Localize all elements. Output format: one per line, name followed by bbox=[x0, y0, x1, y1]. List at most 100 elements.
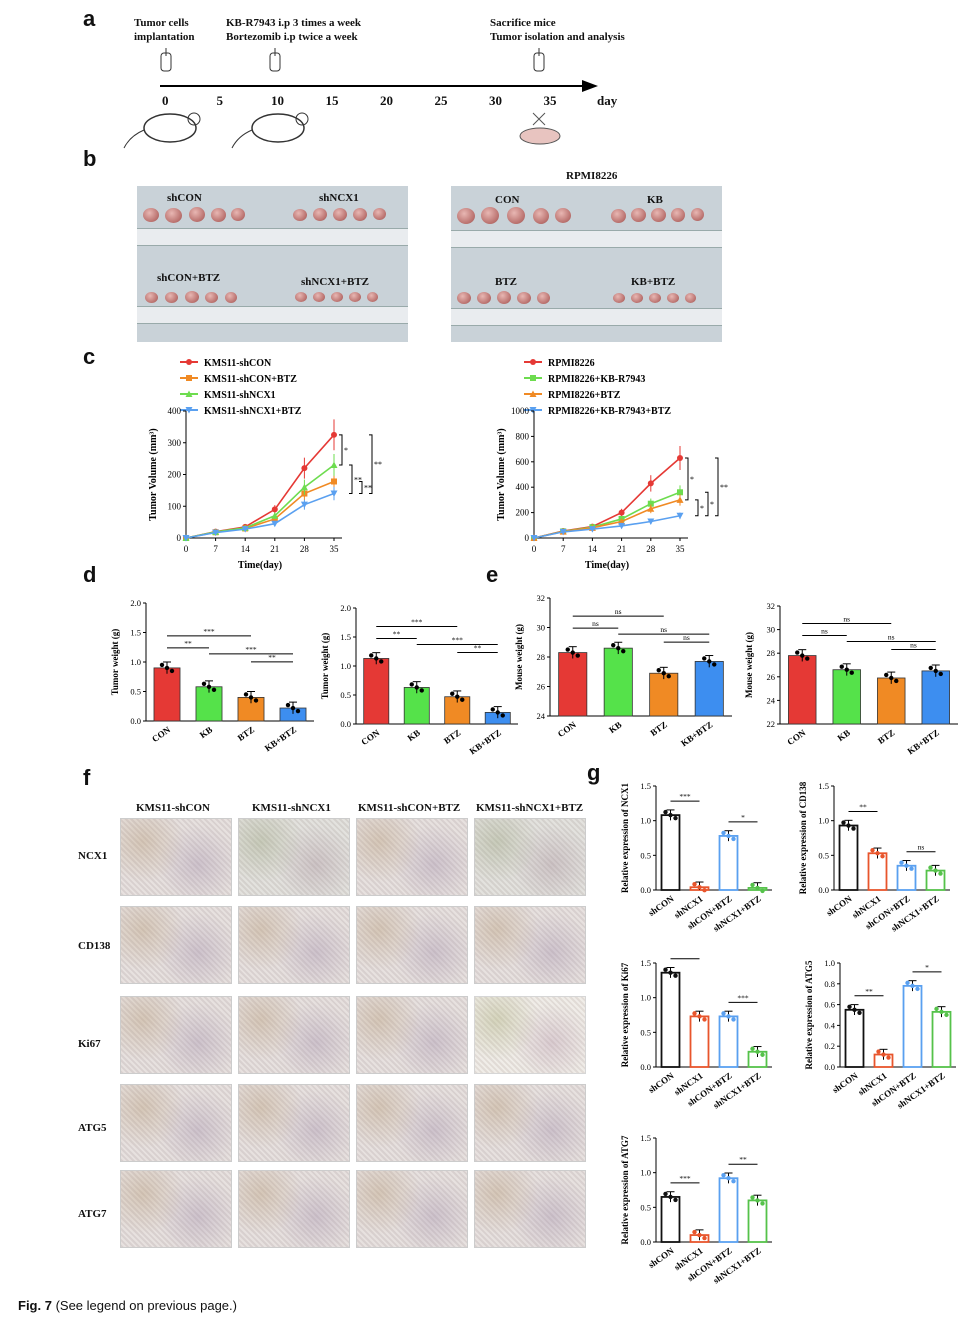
significance-bracket bbox=[349, 464, 353, 495]
data-point bbox=[755, 1198, 760, 1203]
data-point bbox=[248, 695, 254, 700]
data-point bbox=[409, 682, 414, 687]
data-point bbox=[455, 694, 460, 699]
y-tick-label: 32 bbox=[767, 601, 776, 611]
bar bbox=[403, 687, 430, 725]
y-tick-label: 1.0 bbox=[340, 661, 351, 671]
significance-label: ** bbox=[739, 1155, 747, 1164]
significance-label: ns bbox=[592, 619, 599, 628]
significance-label: *** bbox=[679, 955, 691, 959]
data-point bbox=[495, 710, 500, 715]
panel-label-a: a bbox=[83, 6, 96, 31]
data-point bbox=[933, 868, 938, 873]
y-tick-label: 28 bbox=[767, 648, 776, 658]
ihc-image bbox=[474, 818, 586, 896]
data-point bbox=[712, 662, 717, 667]
y-tick-label: 100 bbox=[168, 501, 182, 511]
x-tick-label: KB+BTZ bbox=[468, 727, 503, 756]
data-point bbox=[656, 668, 661, 673]
data-point bbox=[559, 528, 567, 536]
legend-marker bbox=[186, 375, 192, 381]
legend-marker bbox=[186, 359, 192, 365]
y-tick-label: 26 bbox=[537, 682, 546, 692]
data-point bbox=[909, 866, 914, 871]
data-point bbox=[618, 517, 626, 525]
significance-bracket bbox=[695, 499, 699, 517]
bar bbox=[877, 677, 906, 725]
data-point bbox=[760, 1201, 765, 1206]
ihc-row-label: Ki67 bbox=[78, 1038, 101, 1050]
bar bbox=[689, 1015, 710, 1068]
data-point bbox=[676, 512, 684, 520]
ihc-image bbox=[474, 1170, 586, 1248]
data-point bbox=[159, 662, 165, 668]
y-tick-label: 400 bbox=[516, 482, 530, 492]
mouse-icon bbox=[123, 112, 201, 149]
significance-label: ns bbox=[615, 607, 622, 616]
x-tick-label: 0 bbox=[532, 544, 537, 554]
legend-label: RPMI8226 bbox=[548, 358, 595, 369]
x-tick-label: shCON bbox=[831, 1070, 860, 1095]
bar bbox=[747, 1199, 768, 1243]
bar bbox=[921, 670, 950, 725]
data-point bbox=[800, 653, 805, 658]
significance-label: ** bbox=[720, 483, 728, 492]
significance-label: * bbox=[710, 500, 714, 509]
ihc-image bbox=[238, 1170, 350, 1248]
y-tick-label: 0.4 bbox=[824, 1020, 835, 1030]
data-point bbox=[331, 478, 337, 485]
event2-line1: KB-R7943 i.p 3 times a week bbox=[226, 17, 362, 29]
significance-label: ns bbox=[821, 627, 828, 636]
chart-mouse-weight-right: 22 24 26 28 30 32 Mouse weight (g) CON KB BTZ KB+B… bbox=[744, 601, 958, 756]
data-point bbox=[677, 454, 683, 461]
y-tick-label: 0.0 bbox=[824, 1062, 835, 1072]
y-axis-label: Relative expression of NCX1 bbox=[620, 782, 630, 893]
data-point bbox=[933, 668, 938, 674]
data-point bbox=[760, 888, 765, 894]
data-point bbox=[271, 506, 278, 513]
data-point bbox=[206, 684, 212, 689]
y-tick-label: 200 bbox=[516, 508, 530, 518]
ihc-image bbox=[474, 996, 586, 1074]
y-tick-label: 1000 bbox=[511, 406, 530, 416]
ihc-image bbox=[474, 906, 586, 984]
y-tick-label: 0.5 bbox=[818, 850, 829, 860]
ihc-image bbox=[120, 906, 232, 984]
x-tick-label: 35 bbox=[330, 544, 340, 554]
bar bbox=[660, 1196, 681, 1243]
data-point bbox=[271, 520, 279, 528]
y-tick-label: 200 bbox=[168, 470, 182, 480]
data-point bbox=[666, 674, 671, 679]
data-point bbox=[565, 647, 570, 652]
significance-bracket bbox=[705, 491, 709, 517]
y-axis-label: Tumor weight (g) bbox=[110, 629, 120, 696]
significance-label: *** bbox=[679, 792, 691, 801]
caption-text: (See legend on previous page.) bbox=[55, 1298, 237, 1313]
x-axis-label: Time(day) bbox=[238, 560, 282, 571]
data-point bbox=[500, 713, 505, 718]
data-point bbox=[414, 685, 419, 690]
series-line bbox=[533, 491, 681, 539]
y-tick-label: 800 bbox=[516, 431, 530, 441]
y-tick-label: 2.0 bbox=[130, 598, 141, 608]
data-point bbox=[839, 664, 844, 669]
data-point bbox=[618, 509, 625, 516]
x-tick-label: 14 bbox=[241, 544, 251, 554]
data-point bbox=[330, 490, 338, 498]
data-point bbox=[369, 653, 374, 658]
bar bbox=[660, 814, 681, 891]
data-point bbox=[731, 1179, 736, 1184]
panel-label-g: g bbox=[587, 760, 601, 785]
significance-bracket bbox=[715, 457, 719, 517]
data-point bbox=[663, 809, 668, 815]
significance-label: * bbox=[700, 504, 704, 513]
y-tick-label: 22 bbox=[767, 719, 776, 729]
event1-line2: implantation bbox=[134, 31, 195, 43]
x-axis-label: Time(day) bbox=[585, 560, 629, 571]
y-tick-label: 30 bbox=[767, 625, 776, 635]
data-point bbox=[621, 648, 626, 654]
photo-label: BTZ bbox=[495, 276, 518, 288]
data-point bbox=[676, 496, 684, 503]
ihc-row-label: NCX1 bbox=[78, 850, 108, 862]
chart-tumor-weight-left: 0.0 0.5 1.0 1.5 2.0 Tumor weight (g) CON KB BTZ K… bbox=[110, 598, 314, 753]
